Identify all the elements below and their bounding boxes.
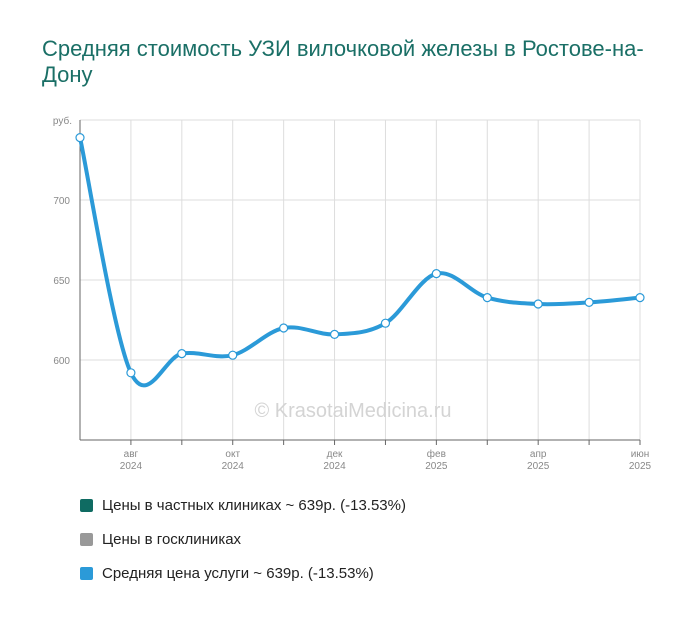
- legend-item-private[interactable]: Цены в частных клиниках ~ 639р. (-13.53%…: [80, 488, 406, 522]
- data-point: [228, 350, 238, 360]
- series: [78, 135, 642, 388]
- legend-item-average[interactable]: Средняя цена услуги ~ 639р. (-13.53%): [80, 556, 406, 590]
- x-tick-label-month: авг: [124, 449, 139, 460]
- x-tick-label-year: 2025: [629, 461, 652, 472]
- legend-swatch-public: [80, 532, 93, 546]
- x-tick-label-month: дек: [327, 449, 343, 460]
- y-axis-unit-label: руб.: [53, 115, 72, 127]
- legend-label-public: Цены в госклиниках: [102, 530, 242, 548]
- legend-item-public[interactable]: Цены в госклиниках: [80, 522, 406, 556]
- watermark: © KrasotaiMedicina.ru: [254, 400, 451, 422]
- chart-title: Средняя стоимость УЗИ вилочковой железы …: [42, 36, 644, 87]
- legend-swatch-private: [80, 498, 93, 512]
- data-point: [482, 293, 492, 303]
- x-tick-label-month: июн: [631, 449, 650, 460]
- data-point: [431, 269, 441, 279]
- data-point: [584, 297, 594, 307]
- legend-swatch-average: [80, 566, 93, 580]
- data-point: [75, 133, 85, 143]
- series-line-average: [78, 135, 642, 388]
- x-tick-label-month: окт: [225, 449, 240, 460]
- y-tick-label: 600: [53, 356, 70, 367]
- x-tick-label-year: 2024: [120, 461, 143, 472]
- x-tick-label-year: 2024: [323, 461, 346, 472]
- legend-label-private: Цены в частных клиниках ~ 639р. (-13.53%…: [102, 496, 406, 514]
- y-tick-label: 650: [53, 276, 70, 287]
- data-point: [279, 323, 289, 333]
- data-point: [635, 293, 645, 303]
- data-point: [380, 318, 391, 328]
- x-tick-label-year: 2024: [222, 461, 245, 472]
- axes: 600650700руб.авг2024окт2024дек2024фев202…: [53, 115, 652, 472]
- data-point: [329, 329, 340, 339]
- grid: [80, 119, 641, 440]
- data-points: [75, 133, 645, 378]
- legend: Цены в частных клиниках ~ 639р. (-13.53%…: [80, 488, 406, 590]
- data-point: [126, 368, 136, 378]
- y-tick-label: 700: [53, 196, 70, 207]
- x-tick-label-month: апр: [530, 449, 547, 460]
- x-tick-label-year: 2025: [425, 461, 448, 472]
- data-point: [177, 349, 187, 359]
- data-point: [533, 299, 543, 309]
- x-tick-label-year: 2025: [527, 461, 550, 472]
- legend-label-average: Средняя цена услуги ~ 639р. (-13.53%): [102, 564, 374, 582]
- x-tick-label-month: фев: [427, 448, 446, 460]
